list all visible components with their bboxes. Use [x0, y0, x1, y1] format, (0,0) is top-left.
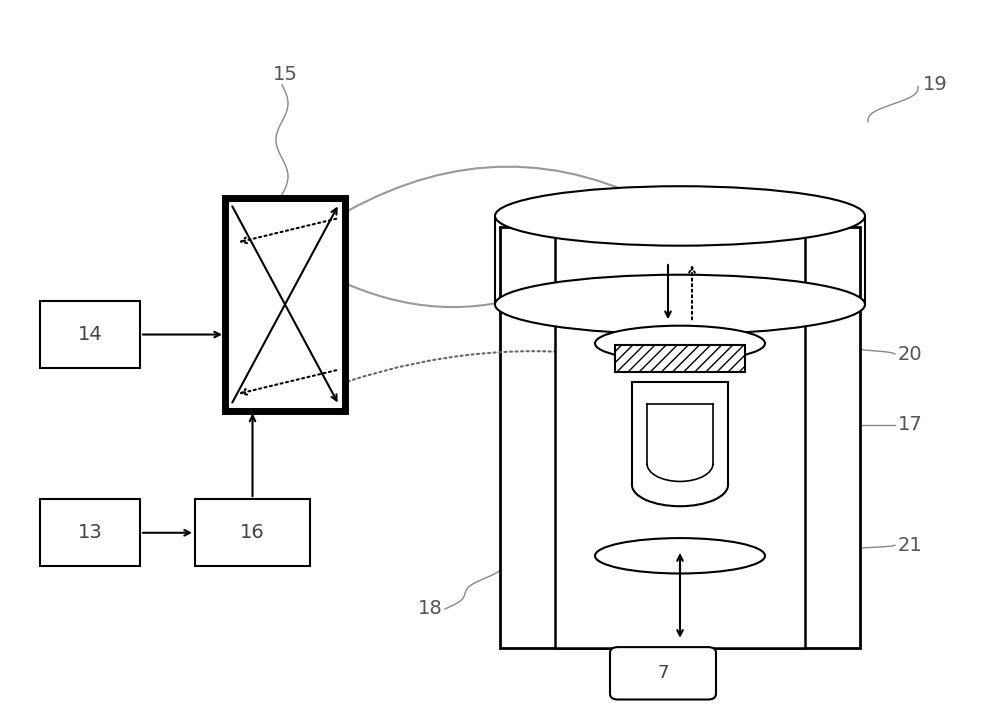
- Bar: [615, 345, 745, 372]
- Text: 20: 20: [898, 345, 922, 363]
- Bar: [195, 499, 310, 566]
- Text: 19: 19: [923, 76, 947, 94]
- Text: 18: 18: [418, 600, 442, 618]
- FancyBboxPatch shape: [610, 647, 716, 700]
- Bar: [555, 227, 805, 648]
- Text: 7: 7: [657, 664, 669, 683]
- Ellipse shape: [595, 538, 765, 573]
- Text: 14: 14: [78, 325, 102, 344]
- Text: 13: 13: [78, 523, 102, 542]
- Text: 15: 15: [273, 65, 297, 84]
- Bar: [40, 301, 140, 368]
- Ellipse shape: [595, 326, 765, 361]
- Ellipse shape: [495, 275, 865, 334]
- Bar: [225, 198, 345, 411]
- Text: 17: 17: [898, 416, 922, 434]
- Bar: [500, 227, 860, 648]
- Ellipse shape: [495, 186, 865, 246]
- Text: 16: 16: [240, 523, 265, 542]
- Bar: [40, 499, 140, 566]
- Text: 21: 21: [898, 536, 922, 554]
